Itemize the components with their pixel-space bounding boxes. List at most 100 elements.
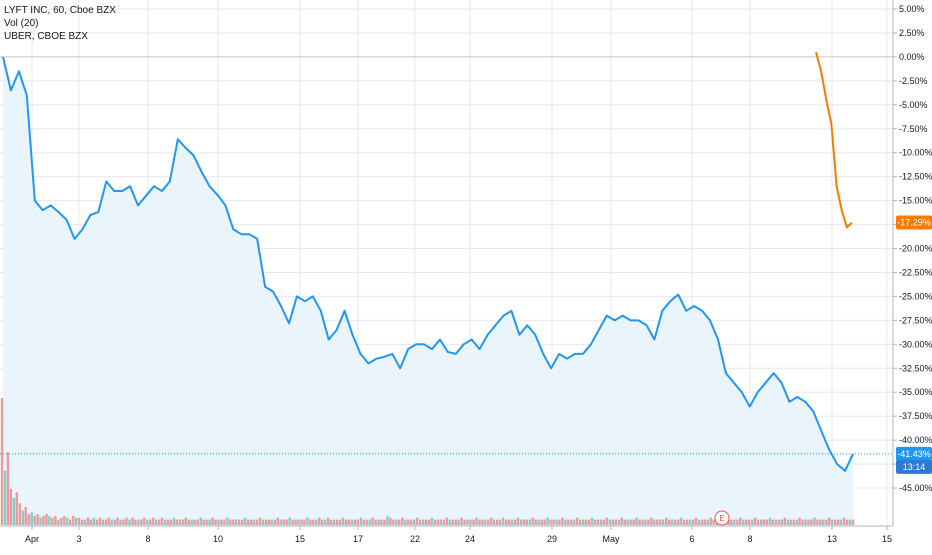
x-tick-label: 3 (76, 534, 81, 544)
volume-bar (279, 519, 282, 525)
volume-bar (51, 517, 54, 525)
volume-bar (332, 519, 336, 525)
volume-bar (143, 517, 146, 525)
volume-legend[interactable]: Vol (20) (4, 18, 39, 29)
volume-bar (113, 519, 116, 525)
volume-bar (525, 519, 528, 525)
volume-bar (427, 519, 431, 525)
volume-bar (255, 519, 259, 525)
volume-bar (306, 517, 309, 525)
volume-bar (593, 519, 597, 525)
compare-legend[interactable]: UBER, CBOE BZX (4, 31, 88, 42)
volume-bar (445, 517, 448, 525)
lyft-area-fill (3, 56, 853, 527)
volume-bar (77, 517, 81, 525)
volume-bar (670, 519, 674, 525)
volume-bar (786, 519, 789, 525)
volume-bar (579, 519, 582, 525)
volume-bar (226, 517, 229, 525)
volume-bar (214, 519, 217, 525)
y-tick-label: -30.00% (899, 339, 932, 349)
volume-bar (424, 519, 428, 525)
volume-bar (410, 519, 413, 525)
volume-bar (324, 519, 327, 525)
x-tick-label: Apr (25, 534, 39, 544)
volume-bar (338, 519, 342, 525)
volume-bar (193, 519, 196, 525)
volume-bar (401, 517, 404, 525)
volume-bar (807, 519, 810, 525)
volume-bar (493, 519, 496, 525)
volume-bar (798, 517, 801, 525)
volume-bar (487, 519, 490, 525)
symbol-legend[interactable]: LYFT INC, 60, Cboe BZX (4, 5, 116, 16)
volume-bar (327, 517, 330, 525)
volume-bar (220, 519, 223, 525)
volume-bar (15, 492, 18, 525)
volume-bar (104, 519, 107, 525)
volume-bar (774, 519, 778, 525)
volume-bar (555, 519, 558, 525)
volume-bar (507, 519, 511, 525)
volume-bar (676, 519, 680, 525)
volume-bar (66, 517, 69, 525)
volume-bar (276, 517, 279, 525)
volume-bar (825, 519, 828, 525)
volume-bar (377, 519, 380, 525)
volume-bar (101, 519, 104, 525)
volume-bar (83, 519, 87, 525)
volume-bar (9, 488, 13, 525)
volume-bar (848, 519, 852, 525)
volume-bar (561, 517, 564, 525)
volume-bar (232, 519, 235, 525)
volume-bar (851, 519, 855, 525)
volume-bar (845, 519, 849, 525)
x-tick-label: 10 (213, 534, 223, 544)
volume-bar (261, 519, 265, 525)
volume-bar (564, 519, 567, 525)
volume-bar (614, 519, 617, 525)
earnings-marker-icon (714, 510, 730, 526)
volume-bar (252, 519, 256, 525)
y-tick-label: -27.50% (899, 315, 932, 325)
volume-bar (762, 519, 766, 525)
volume-bar (834, 519, 837, 525)
volume-bar (436, 519, 440, 525)
volume-bar (69, 519, 72, 525)
volume-bar (187, 519, 190, 525)
volume-bar (842, 517, 846, 525)
volume-bar (617, 519, 620, 525)
volume-bar (546, 517, 549, 525)
volume-bar (196, 519, 199, 525)
volume-bar (368, 519, 371, 525)
bar-countdown-badge-box (896, 459, 932, 474)
volume-bar (12, 497, 16, 525)
volume-bar (727, 519, 730, 525)
volume-bar (439, 519, 442, 525)
lyft-price-badge-box (896, 446, 932, 461)
y-tick-label: 0.00% (899, 52, 925, 62)
volume-bar (152, 517, 155, 525)
volume-bar (703, 519, 706, 525)
volume-bar (48, 515, 51, 525)
x-tick-label: 24 (465, 534, 475, 544)
volume-bar (789, 519, 792, 525)
volume-bar (567, 519, 570, 525)
volume-bar (739, 517, 742, 525)
volume-bar (315, 519, 318, 525)
volume-bar (291, 519, 294, 525)
volume-bar (534, 519, 537, 525)
volume-bar (819, 519, 822, 525)
volume-bar (697, 519, 700, 525)
volume-bar (756, 519, 760, 525)
volume-bar (303, 519, 306, 525)
volume-bar (140, 519, 143, 525)
volume-bar (759, 519, 763, 525)
volume-bar (60, 517, 63, 525)
lyft-area (3, 56, 853, 527)
volume-bar (469, 519, 472, 525)
volume-bar (783, 517, 786, 525)
volume-bar (682, 519, 686, 525)
